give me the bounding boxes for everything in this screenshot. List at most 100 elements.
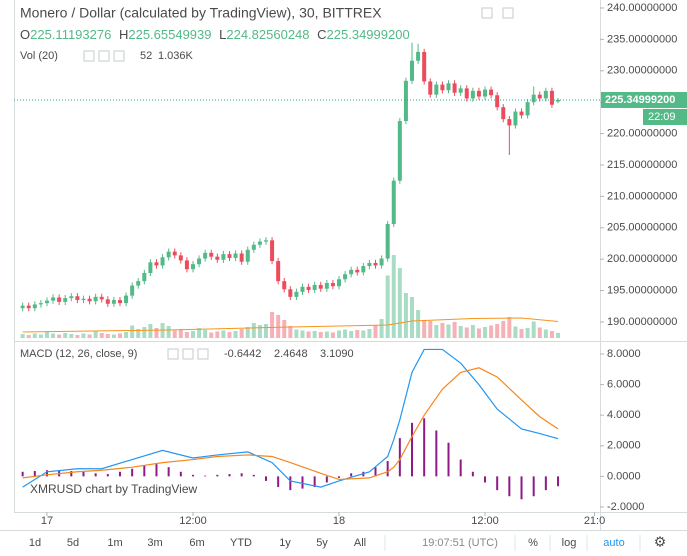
legend-icon[interactable] [182,348,194,360]
candle-body [270,240,275,262]
volume-bar [87,334,92,338]
histogram-bar [484,476,487,483]
scale-option[interactable]: % [528,537,538,549]
volume-bar [245,327,250,338]
volume-bar [525,328,530,338]
volume-bar [337,330,342,338]
histogram-bar [252,474,255,477]
volume-bar [355,330,360,338]
candle-body [422,51,427,82]
candle-body [343,274,348,280]
candle-body [154,262,159,266]
candle-body [318,284,323,289]
histogram-bar [557,476,560,487]
candle-body [379,258,384,266]
y-tick-label: 205.00000000 [607,222,677,234]
candle-body [543,90,548,99]
title-icon[interactable] [502,7,514,19]
volume-bar [38,334,43,338]
volume-bar [99,333,104,338]
candle-body [239,253,244,262]
legend-icon[interactable] [83,50,95,62]
range-button[interactable]: 5d [67,537,79,549]
macd-value: 2.4648 [274,348,308,360]
candle-body [178,255,183,261]
volume-bar [203,330,208,338]
volume-bar [57,334,62,338]
candle-body [349,269,354,275]
candle-body [410,60,415,81]
candle-body [215,256,220,260]
volume-bar [294,329,299,338]
candle-body [470,90,475,99]
volume-bar [519,329,524,338]
candle-body [276,261,281,282]
candle-body [330,283,335,287]
scale-option[interactable]: log [562,537,577,549]
histogram-bar [398,438,401,477]
volume-bar [458,326,463,338]
range-button[interactable]: 3m [147,537,162,549]
range-button[interactable]: 1y [279,537,291,549]
legend-icon[interactable] [98,50,110,62]
candle-body [355,269,360,273]
range-button[interactable]: YTD [230,537,252,549]
volume-bar [105,334,110,338]
candle-body [361,266,366,273]
volume-bar [434,325,439,338]
histogram-bar [204,475,207,477]
volume-bar [288,326,293,338]
y-tick-label: 230.00000000 [607,65,677,77]
volume-bar [349,331,354,338]
countdown-box [643,108,687,125]
volume-bar [270,312,275,338]
volume-bar [343,329,348,338]
legend-icon[interactable] [167,348,179,360]
range-button[interactable]: 5y [316,537,328,549]
range-button[interactable]: All [354,537,366,549]
candle-body [111,299,116,304]
title-icon[interactable] [481,7,493,19]
volume-bar [531,321,536,338]
volume-bar [556,332,561,338]
histogram-bar [508,476,511,497]
histogram-bar [167,467,170,477]
volume-bar [172,330,177,338]
legend-icons [83,50,209,360]
y-tick-label: 195.00000000 [607,284,677,296]
candle-body [446,83,451,91]
volume-bar [495,324,500,338]
volume-bar [124,332,129,338]
last-price-label: 225.34999200 [605,94,675,106]
range-button[interactable]: 1m [107,537,122,549]
volume-legend: Vol (20) [20,50,58,62]
candle-body [257,241,262,245]
volume-bar [166,326,171,338]
settings-icon[interactable]: ⚙ [654,534,667,550]
volume-bar [410,297,415,338]
volume-bar [489,325,494,338]
candle-body [130,285,135,296]
candle-body [476,90,481,97]
histogram-bar [386,461,389,477]
range-button[interactable]: 1d [29,537,41,549]
volume-bar [263,324,268,338]
candle-body [416,51,421,61]
range-button[interactable]: 6m [189,537,204,549]
histogram-bar [423,418,426,477]
legend-icon[interactable] [197,348,209,360]
candle-body [172,251,177,256]
candle-body [81,298,86,300]
volume-bar [446,324,451,338]
volume-bar [373,325,378,338]
ohlc-value: 225.34999200 [327,27,410,42]
candle-body [288,289,293,297]
toolbar: 1d 5d 1m 3m 6m YTD 1y 5y All 19:07:51 (UTC)% log au… [29,535,641,551]
x-tick-label: 12:00 [471,515,499,527]
legend-icon[interactable] [113,50,125,62]
candle-body [282,281,287,290]
volume-bar [20,334,25,338]
candle-body [324,283,329,289]
scale-option[interactable]: auto [603,537,624,549]
volume-bar [81,333,86,338]
